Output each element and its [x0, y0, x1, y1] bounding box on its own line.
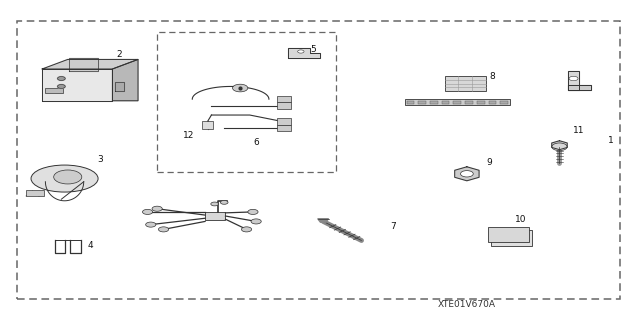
Text: 6: 6: [253, 137, 259, 146]
Text: 10: 10: [515, 215, 527, 224]
Polygon shape: [552, 141, 567, 150]
Circle shape: [143, 209, 153, 214]
Text: 7: 7: [390, 222, 396, 231]
Circle shape: [461, 171, 473, 177]
Bar: [406, 101, 414, 104]
Text: XTE01V670A: XTE01V670A: [438, 300, 496, 309]
Polygon shape: [113, 59, 138, 101]
Circle shape: [58, 77, 65, 80]
Bar: [500, 101, 508, 104]
Text: 12: 12: [184, 131, 195, 140]
Bar: [205, 212, 225, 220]
Bar: [491, 230, 532, 246]
Polygon shape: [317, 219, 328, 222]
Polygon shape: [568, 70, 579, 90]
Bar: [17, 21, 620, 299]
Circle shape: [58, 85, 65, 88]
Bar: [277, 96, 291, 102]
Polygon shape: [115, 82, 124, 91]
Ellipse shape: [31, 165, 98, 192]
Circle shape: [220, 200, 228, 204]
Text: 11: 11: [573, 126, 584, 135]
Text: 8: 8: [490, 72, 495, 81]
Circle shape: [241, 227, 252, 232]
Bar: [45, 88, 63, 93]
Bar: [277, 124, 291, 131]
Bar: [477, 101, 484, 104]
Bar: [419, 101, 426, 104]
Text: 1: 1: [608, 136, 614, 145]
Text: 4: 4: [87, 241, 93, 250]
Polygon shape: [454, 167, 479, 181]
Circle shape: [298, 50, 304, 53]
Circle shape: [569, 76, 578, 81]
Bar: [277, 102, 291, 109]
Circle shape: [211, 202, 218, 206]
Circle shape: [146, 222, 156, 227]
Bar: [430, 101, 438, 104]
Circle shape: [54, 170, 82, 184]
Bar: [157, 33, 336, 172]
Text: 3: 3: [97, 155, 102, 164]
Bar: [454, 101, 461, 104]
Circle shape: [552, 143, 567, 151]
Bar: [465, 101, 473, 104]
Bar: [26, 190, 44, 196]
Text: 2: 2: [116, 50, 122, 59]
Circle shape: [232, 84, 248, 92]
Bar: [445, 76, 486, 91]
Bar: [488, 226, 529, 242]
Polygon shape: [288, 48, 320, 58]
Bar: [277, 118, 291, 124]
Polygon shape: [69, 58, 98, 70]
Bar: [442, 101, 449, 104]
Bar: [488, 101, 496, 104]
Circle shape: [152, 206, 163, 211]
Text: 5: 5: [311, 45, 317, 55]
Bar: [202, 122, 213, 129]
Text: 9: 9: [486, 158, 492, 167]
Polygon shape: [42, 69, 113, 101]
Polygon shape: [42, 59, 138, 69]
Circle shape: [159, 227, 169, 232]
Circle shape: [248, 209, 258, 214]
Circle shape: [251, 219, 261, 224]
Bar: [404, 100, 510, 105]
Polygon shape: [568, 85, 591, 90]
